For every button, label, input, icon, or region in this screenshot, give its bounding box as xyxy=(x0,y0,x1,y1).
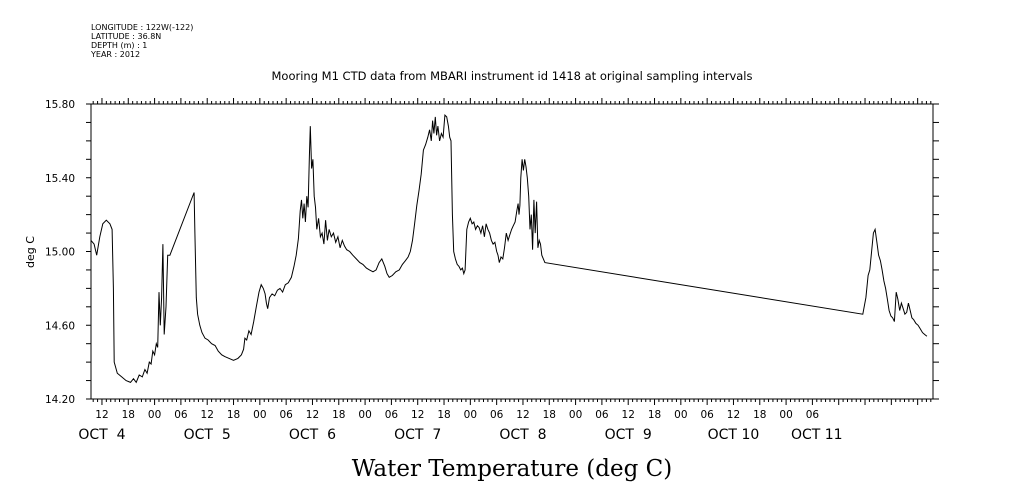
x-tick-label: 06 xyxy=(490,409,504,421)
latitude-label: LATITUDE : 36.8N xyxy=(91,32,161,41)
x-tick-label: 06 xyxy=(279,409,293,421)
x-tick-label: 06 xyxy=(595,409,609,421)
day-label: OCT 11 xyxy=(791,427,843,443)
x-tick-label: 00 xyxy=(779,409,792,421)
y-tick-label: 15.40 xyxy=(45,173,75,185)
x-axis-title: Water Temperature (deg C) xyxy=(352,456,672,482)
x-tick-label: 06 xyxy=(806,409,820,421)
x-tick-label: 12 xyxy=(306,409,319,421)
x-tick-label: 18 xyxy=(437,409,450,421)
y-axis-label: deg C xyxy=(24,236,37,268)
metadata-block: LONGITUDE : 122W(-122) LATITUDE : 36.8N … xyxy=(90,23,193,59)
day-label: OCT 8 xyxy=(499,427,546,443)
plot-frame xyxy=(90,103,934,400)
day-label: OCT 10 xyxy=(708,427,760,443)
x-tick-label: 12 xyxy=(622,409,635,421)
x-tick-label: 12 xyxy=(516,409,529,421)
x-tick-label: 18 xyxy=(122,409,135,421)
x-tick-label: 00 xyxy=(674,409,687,421)
x-tick-label: 12 xyxy=(411,409,424,421)
longitude-label: LONGITUDE : 122W(-122) xyxy=(91,23,193,32)
x-tick-label: 06 xyxy=(385,409,399,421)
x-tick-label: 18 xyxy=(332,409,345,421)
y-tick-label: 15.00 xyxy=(45,247,75,259)
x-tick-label: 18 xyxy=(543,409,556,421)
day-label: OCT 6 xyxy=(289,427,336,443)
day-label: OCT 9 xyxy=(605,427,652,443)
x-tick-label: 18 xyxy=(227,409,240,421)
x-tick-label: 00 xyxy=(253,409,266,421)
x-tick-label: 06 xyxy=(700,409,714,421)
x-tick-label: 00 xyxy=(358,409,371,421)
day-label: OCT 5 xyxy=(184,427,231,443)
x-tick-label: 12 xyxy=(727,409,740,421)
day-labels: OCT 4 OCT 5 OCT 6 OCT 7 OCT 8 OCT 9 OCT 10 OCT … xyxy=(78,427,842,443)
y-axis: 14.20 14.60 15.00 15.40 15.80 xyxy=(45,99,939,406)
x-tick-label: 18 xyxy=(753,409,766,421)
x-tick-label: 00 xyxy=(148,409,161,421)
x-tick-label: 18 xyxy=(648,409,661,421)
x-tick-label: 12 xyxy=(201,409,214,421)
chart-title: Mooring M1 CTD data from MBARI instrumen… xyxy=(272,69,753,83)
temperature-series-line xyxy=(90,113,928,384)
x-tick-label: 00 xyxy=(569,409,582,421)
x-axis xyxy=(92,98,932,405)
year-label: YEAR : 2012 xyxy=(90,50,140,59)
x-tick-label: 06 xyxy=(174,409,188,421)
x-tick-label: 00 xyxy=(464,409,477,421)
x-tick-label: 12 xyxy=(95,409,108,421)
y-tick-label: 14.60 xyxy=(45,320,75,332)
day-label: OCT 4 xyxy=(78,427,125,443)
depth-label: DEPTH (m) : 1 xyxy=(91,41,147,50)
y-tick-label: 15.80 xyxy=(45,99,75,111)
day-label: OCT 7 xyxy=(394,427,441,443)
y-tick-label: 14.20 xyxy=(45,394,75,406)
x-tick-labels: 12 18 00 06 12 18 00 06 12 18 00 06 12 18 00 06 12 18 00 06… xyxy=(95,409,819,421)
